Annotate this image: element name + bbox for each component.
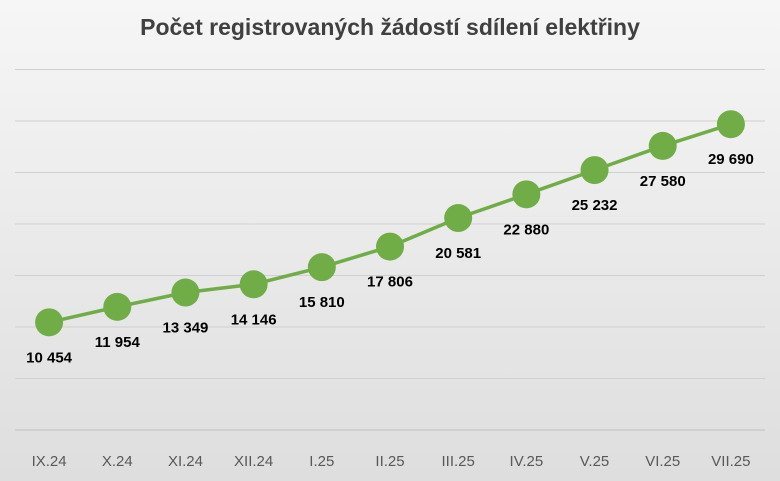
x-tick-label: XI.24 — [168, 453, 203, 470]
x-tick-label: X.24 — [102, 453, 133, 470]
data-point — [444, 204, 473, 233]
x-tick-label: IX.24 — [32, 453, 67, 470]
data-label: 15 810 — [299, 294, 345, 311]
data-label: 20 581 — [435, 245, 481, 262]
data-label: 29 690 — [708, 151, 754, 168]
data-point — [716, 110, 745, 139]
data-point — [512, 180, 541, 209]
x-tick-label: II.25 — [375, 453, 404, 470]
data-label: 27 580 — [640, 173, 686, 190]
x-tick-label: V.25 — [580, 453, 609, 470]
chart-title: Počet registrovaných žádostí sdílení ele… — [140, 14, 640, 40]
x-tick-label: IV.25 — [510, 453, 544, 470]
data-point — [171, 278, 200, 307]
data-point — [376, 232, 404, 261]
x-tick-label: VII.25 — [711, 453, 750, 470]
data-label: 22 880 — [503, 221, 549, 238]
data-label: 25 232 — [572, 197, 618, 214]
data-point — [35, 308, 64, 337]
data-point — [103, 292, 132, 321]
data-point — [648, 131, 677, 160]
x-tick-label: VI.25 — [645, 453, 680, 470]
data-label: 14 146 — [231, 311, 277, 328]
data-label: 17 806 — [367, 274, 413, 291]
data-point — [580, 156, 609, 185]
data-point — [239, 270, 268, 299]
series-line — [48, 122, 732, 325]
data-label: 13 349 — [163, 320, 209, 337]
x-tick-label: XII.24 — [234, 453, 273, 470]
x-tick-label: I.25 — [309, 453, 334, 470]
x-tick-label: III.25 — [442, 453, 475, 470]
data-label: 11 954 — [95, 334, 141, 351]
data-point — [307, 253, 336, 282]
data-label: 10 454 — [26, 349, 73, 366]
